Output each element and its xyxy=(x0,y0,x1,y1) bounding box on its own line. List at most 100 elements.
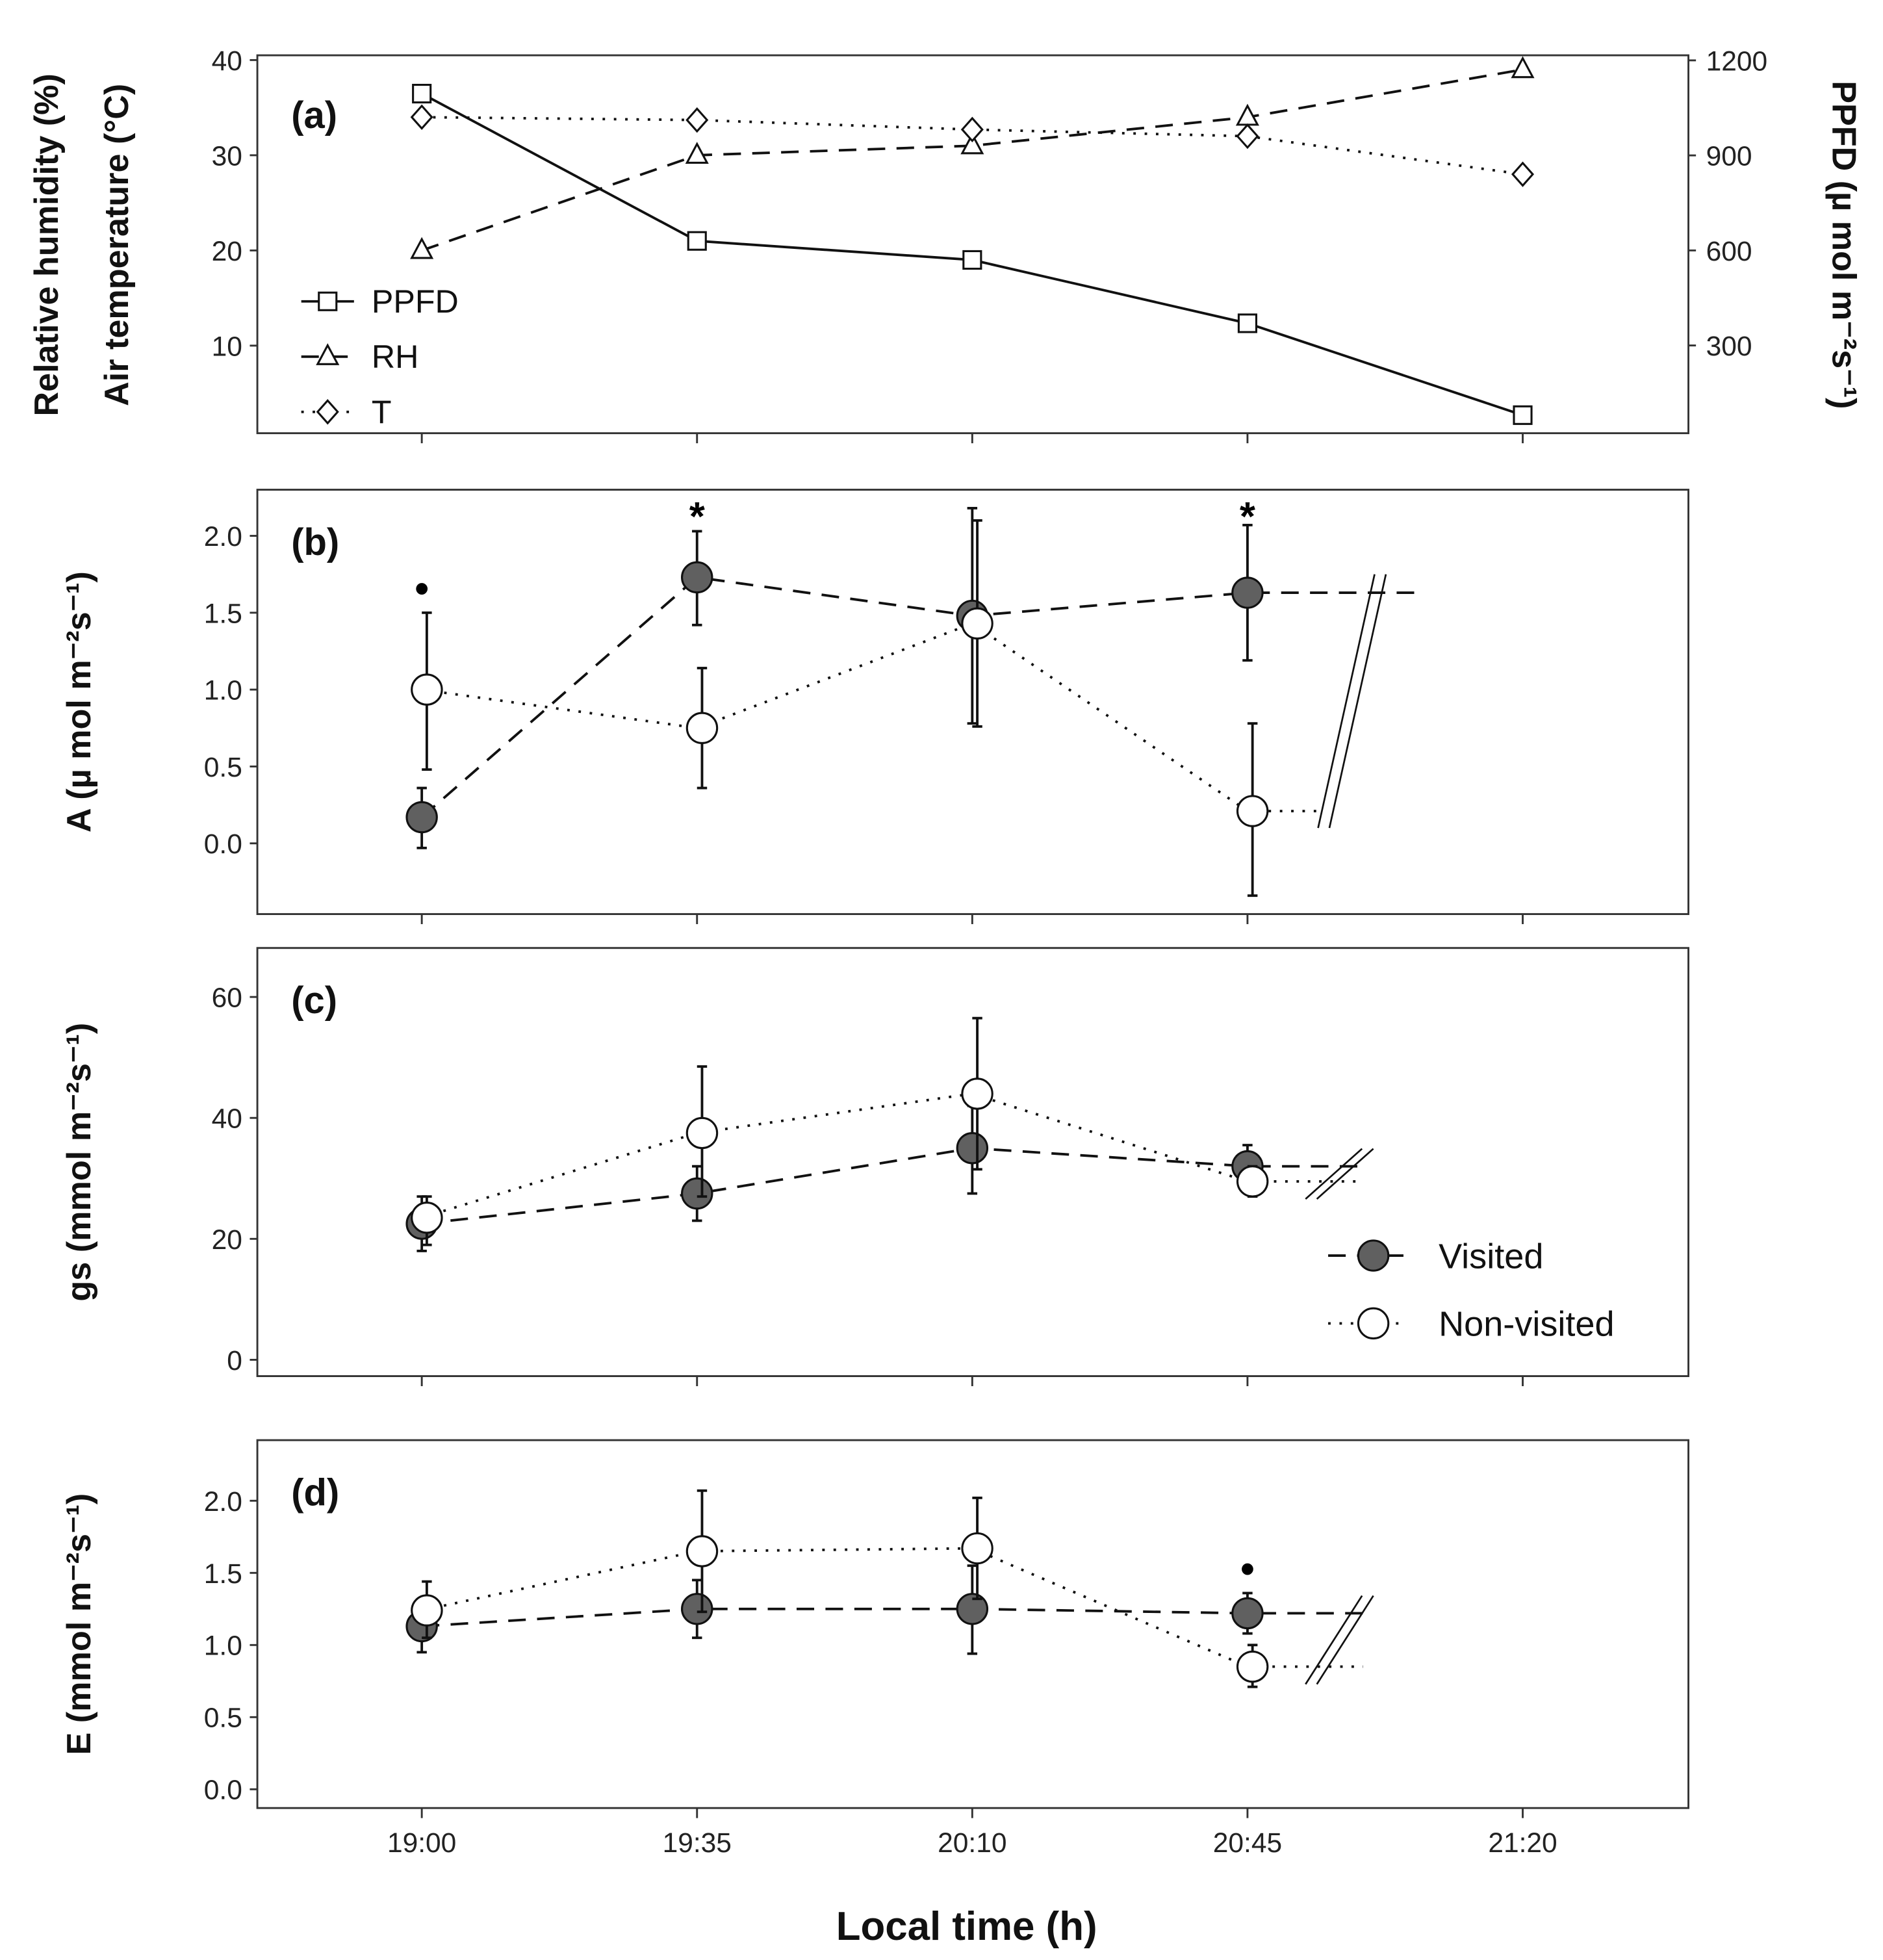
circle-marker xyxy=(405,801,438,834)
x-tick-label: 20:45 xyxy=(1213,1828,1282,1859)
x-tick-label: 21:20 xyxy=(1488,1828,1557,1859)
y-tick-label: 30 xyxy=(212,141,242,172)
square-marker xyxy=(1513,405,1533,425)
significance-annotation: * xyxy=(1240,495,1255,539)
square-marker xyxy=(687,231,707,251)
y-tick-label: 1.0 xyxy=(204,1631,242,1662)
triangle-marker xyxy=(960,132,984,155)
diamond-marker xyxy=(316,399,339,425)
series-line-visited xyxy=(421,1146,1363,1225)
y-tick-label: 2.0 xyxy=(204,1487,242,1517)
y-tick-label: 0 xyxy=(227,1346,242,1376)
y-tick-label: 1200 xyxy=(1706,46,1768,77)
circle-marker xyxy=(961,1077,993,1110)
y-tick-label: 60 xyxy=(212,983,242,1014)
y-tick-label: 40 xyxy=(212,46,242,77)
square-marker xyxy=(412,83,432,104)
axis-break-mark xyxy=(1316,1595,1374,1685)
legend-label-visited: Visited xyxy=(1439,1237,1543,1276)
panel-label: (d) xyxy=(291,1473,339,1514)
series-line-nonvisited xyxy=(421,1547,1363,1668)
series-line-rh xyxy=(421,68,1523,252)
circle-marker xyxy=(1357,1307,1390,1340)
panel-c: (c) 0 20 40 60 gs (mmol m⁻²s⁻¹) Visited Non-vis… xyxy=(60,947,1689,1387)
y-tick-label: 1.5 xyxy=(204,1559,242,1590)
circle-marker xyxy=(685,1535,719,1567)
circle-marker xyxy=(411,1202,443,1234)
square-marker xyxy=(318,291,338,311)
diamond-marker xyxy=(685,107,709,133)
y-tick-label: 0.0 xyxy=(204,829,242,860)
diamond-marker xyxy=(1236,123,1259,149)
y-axis-label: A (µ mol m⁻²s⁻¹) xyxy=(60,571,98,832)
panel-a: (a) 10 20 30 40 300 600 900 1200 Relative humidit… xyxy=(28,46,1863,444)
axis-break-mark xyxy=(1305,1595,1363,1685)
y-axis-label-left-1: Relative humidity (%) xyxy=(28,73,66,416)
panel-label: (b) xyxy=(291,522,339,563)
significance-annotation: * xyxy=(689,495,705,539)
circle-marker xyxy=(961,607,993,640)
y-tick-label: 20 xyxy=(212,237,242,267)
panel-d: (d) 0.0 0.5 1.0 1.5 2.0 E (mmol m⁻²s⁻¹) • 19:00 1… xyxy=(60,1439,1689,1859)
x-tick-label: 19:00 xyxy=(387,1828,456,1859)
y-tick-label: 2.0 xyxy=(204,522,242,552)
triangle-marker xyxy=(1511,56,1535,79)
circle-marker xyxy=(685,1116,719,1150)
circle-marker xyxy=(685,712,719,745)
square-marker xyxy=(1237,313,1257,333)
triangle-marker xyxy=(316,343,340,365)
x-tick-label: 19:35 xyxy=(663,1828,732,1859)
circle-marker xyxy=(681,561,713,594)
circle-marker xyxy=(681,1177,713,1210)
diamond-marker xyxy=(410,104,433,131)
diamond-marker xyxy=(960,116,984,143)
x-tick-label: 20:10 xyxy=(938,1828,1006,1859)
significance-annotation: • xyxy=(1240,1547,1255,1592)
circle-marker xyxy=(956,1132,989,1165)
series-line-nonvisited xyxy=(421,622,1316,812)
y-tick-label: 1.5 xyxy=(204,599,242,629)
y-axis-label: gs (mmol m⁻²s⁻¹) xyxy=(60,1023,98,1302)
y-tick-label: 40 xyxy=(212,1104,242,1135)
circle-marker xyxy=(1236,1165,1269,1198)
axis-break-mark xyxy=(1305,1148,1363,1200)
plot-frame xyxy=(256,54,1689,435)
y-tick-label: 0.5 xyxy=(204,1703,242,1734)
legend-label-nonvisited: Non-visited xyxy=(1439,1305,1615,1344)
legend-label-rh: RH xyxy=(372,339,419,375)
axis-break-mark xyxy=(1328,574,1387,829)
circle-marker xyxy=(961,1532,993,1565)
series-line-visited xyxy=(420,576,1418,818)
series-line-visited xyxy=(422,1607,1363,1628)
circle-marker xyxy=(411,1594,443,1627)
y-tick-label: 300 xyxy=(1706,331,1752,362)
diamond-marker xyxy=(1511,161,1535,187)
axis-break-mark xyxy=(1316,1148,1374,1200)
significance-annotation: • xyxy=(415,567,429,612)
square-marker xyxy=(962,250,982,270)
y-tick-label: 10 xyxy=(212,331,242,362)
y-tick-label: 1.0 xyxy=(204,676,242,706)
circle-marker xyxy=(1236,1650,1269,1683)
triangle-marker xyxy=(410,237,434,259)
panel-b: (b) 0.0 0.5 1.0 1.5 2.0 A (µ mol m⁻²s⁻¹) • * * xyxy=(60,489,1689,925)
circle-marker xyxy=(411,673,443,706)
legend-label-t: T xyxy=(372,394,392,430)
panel-label: (c) xyxy=(291,980,337,1022)
circle-marker xyxy=(1231,1597,1264,1630)
x-axis-label: Local time (h) xyxy=(836,1904,1097,1949)
circle-marker xyxy=(1357,1239,1390,1272)
panel-label: (a) xyxy=(291,95,337,136)
circle-marker xyxy=(1236,795,1269,827)
axis-break-mark xyxy=(1317,574,1376,829)
y-tick-label: 900 xyxy=(1706,142,1752,172)
y-tick-label: 600 xyxy=(1706,237,1752,267)
legend-label-ppfd: PPFD xyxy=(372,283,459,320)
circle-marker xyxy=(956,1593,989,1625)
series-line-nonvisited xyxy=(421,1092,1363,1219)
y-tick-label: 0.5 xyxy=(204,753,242,783)
y-tick-label: 0.0 xyxy=(204,1775,242,1806)
y-axis-label-left-2: Air temperature (°C) xyxy=(98,84,136,406)
y-axis-label: E (mmol m⁻²s⁻¹) xyxy=(60,1493,98,1755)
